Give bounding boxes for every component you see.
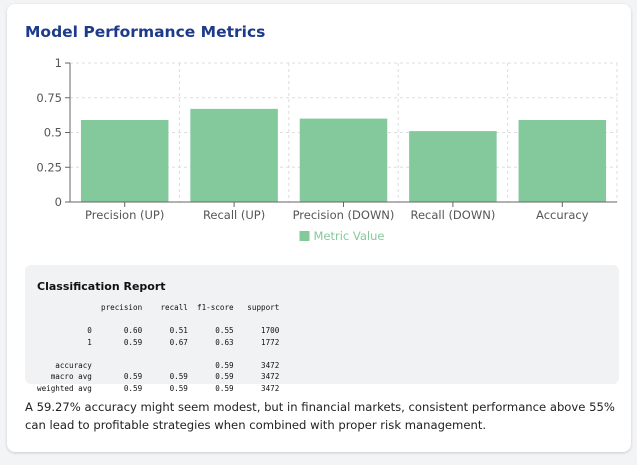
report-title: Classification Report [37,280,166,293]
report-table: precision recall f1-score support 0 0.60… [37,303,280,393]
bar [190,108,278,202]
x-tick-label: Precision (DOWN) [293,208,395,222]
y-tick-label: 1 [55,56,62,70]
y-tick-label: 0.25 [36,160,62,174]
bar [518,119,607,202]
classification-report: Classification Report precision recall f… [25,265,619,393]
x-tick-label: Precision (UP) [85,208,164,222]
legend-label: Metric Value [314,229,385,243]
x-tick-label: Accuracy [536,208,589,222]
y-tick-label: 0.5 [44,126,62,140]
x-tick-label: Recall (UP) [203,208,265,222]
metrics-card: Model Performance Metrics 0 0.25 0.5 0.75 1 P… [7,4,631,452]
bar [299,118,388,202]
page-title: Model Performance Metrics [25,23,266,41]
y-tick-label: 0 [55,195,62,209]
legend-swatch [299,231,310,241]
bar [409,131,497,202]
x-tick-label: Recall (DOWN) [410,208,495,222]
bar-chart: 0 0.25 0.5 0.75 1 Precision (UP) Recall (UP) Pr… [36,56,618,243]
bar [80,119,169,202]
accuracy-note: A 59.27% accuracy might seem modest, but… [25,400,615,432]
y-tick-label: 0.75 [36,91,62,105]
